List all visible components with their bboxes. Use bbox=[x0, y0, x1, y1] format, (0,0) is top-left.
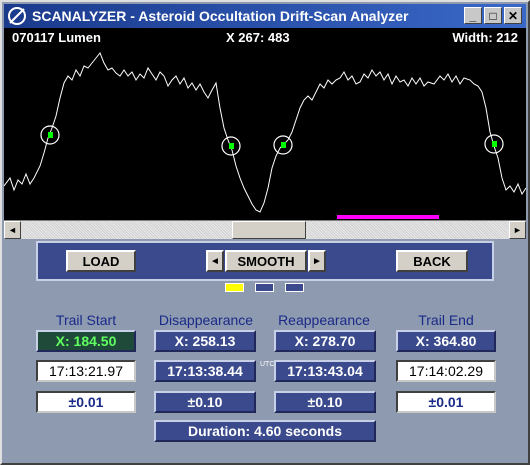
cursor-readout: X 267: 483 bbox=[226, 30, 290, 45]
disappearance-x: X: 258.13 bbox=[154, 330, 256, 352]
title-bar[interactable]: SCANALYZER - Asteroid Occultation Drift-… bbox=[4, 4, 526, 28]
app-icon bbox=[6, 5, 28, 27]
trail-start-marker[interactable] bbox=[40, 125, 60, 145]
file-label: 070117 Lumen bbox=[12, 30, 101, 45]
trail-start-heading: Trail Start bbox=[55, 312, 117, 328]
reappearance-marker[interactable] bbox=[273, 135, 293, 155]
utc-label: UTC bbox=[260, 361, 275, 368]
disappearance-time: 17:13:38.44 bbox=[154, 360, 256, 382]
duration-display: Duration: 4.60 seconds bbox=[154, 420, 376, 442]
trail-end-time[interactable]: 17:14:02.29 bbox=[396, 360, 496, 382]
trail-end-marker[interactable] bbox=[484, 134, 504, 154]
scrollbar-thumb[interactable] bbox=[232, 221, 306, 239]
lightcurve-trace bbox=[4, 52, 526, 213]
reappearance-heading: Reappearance bbox=[278, 312, 370, 328]
disappearance-error: ±0.10 bbox=[154, 391, 256, 413]
load-button[interactable]: LOAD bbox=[66, 250, 136, 272]
reappearance-x: X: 278.70 bbox=[274, 330, 376, 352]
range-highlight bbox=[337, 215, 439, 219]
smooth-level-indicator-3 bbox=[285, 283, 304, 292]
trail-end-error[interactable]: ±0.01 bbox=[396, 391, 496, 413]
reappearance-error: ±0.10 bbox=[274, 391, 376, 413]
scroll-left-button[interactable]: ◄ bbox=[4, 221, 21, 239]
smooth-decrease-button[interactable]: ◄ bbox=[206, 250, 224, 272]
smooth-increase-button[interactable]: ► bbox=[308, 250, 326, 272]
horizontal-scrollbar[interactable]: ◄ ► bbox=[4, 220, 526, 239]
smooth-level-indicator-1 bbox=[225, 283, 244, 292]
back-button[interactable]: BACK bbox=[396, 250, 468, 272]
trail-start-error[interactable]: ±0.01 bbox=[36, 391, 136, 413]
width-readout: Width: 212 bbox=[452, 30, 518, 45]
disappearance-heading: Disappearance bbox=[158, 312, 254, 328]
minimize-button[interactable]: _ bbox=[464, 7, 482, 24]
lightcurve-svg bbox=[4, 52, 526, 219]
trail-end-heading: Trail End bbox=[418, 312, 474, 328]
control-panel: LOAD ◄ SMOOTH ► BACK bbox=[36, 241, 494, 281]
maximize-button[interactable]: □ bbox=[484, 7, 502, 24]
window-title: SCANALYZER - Asteroid Occultation Drift-… bbox=[32, 8, 409, 24]
smooth-button[interactable]: SMOOTH bbox=[225, 250, 307, 272]
close-button[interactable]: ✕ bbox=[504, 7, 522, 24]
lightcurve-plot[interactable]: 070117 Lumen X 267: 483 Width: 212 bbox=[4, 28, 526, 220]
reappearance-time: 17:13:43.04 bbox=[274, 360, 376, 382]
trail-start-x: X: 184.50 bbox=[36, 330, 136, 352]
trail-start-time[interactable]: 17:13:21.97 bbox=[36, 360, 136, 382]
trail-end-x: X: 364.80 bbox=[396, 330, 496, 352]
smooth-level-indicator-2 bbox=[255, 283, 274, 292]
scroll-right-button[interactable]: ► bbox=[509, 221, 526, 239]
disappearance-marker[interactable] bbox=[221, 136, 241, 156]
